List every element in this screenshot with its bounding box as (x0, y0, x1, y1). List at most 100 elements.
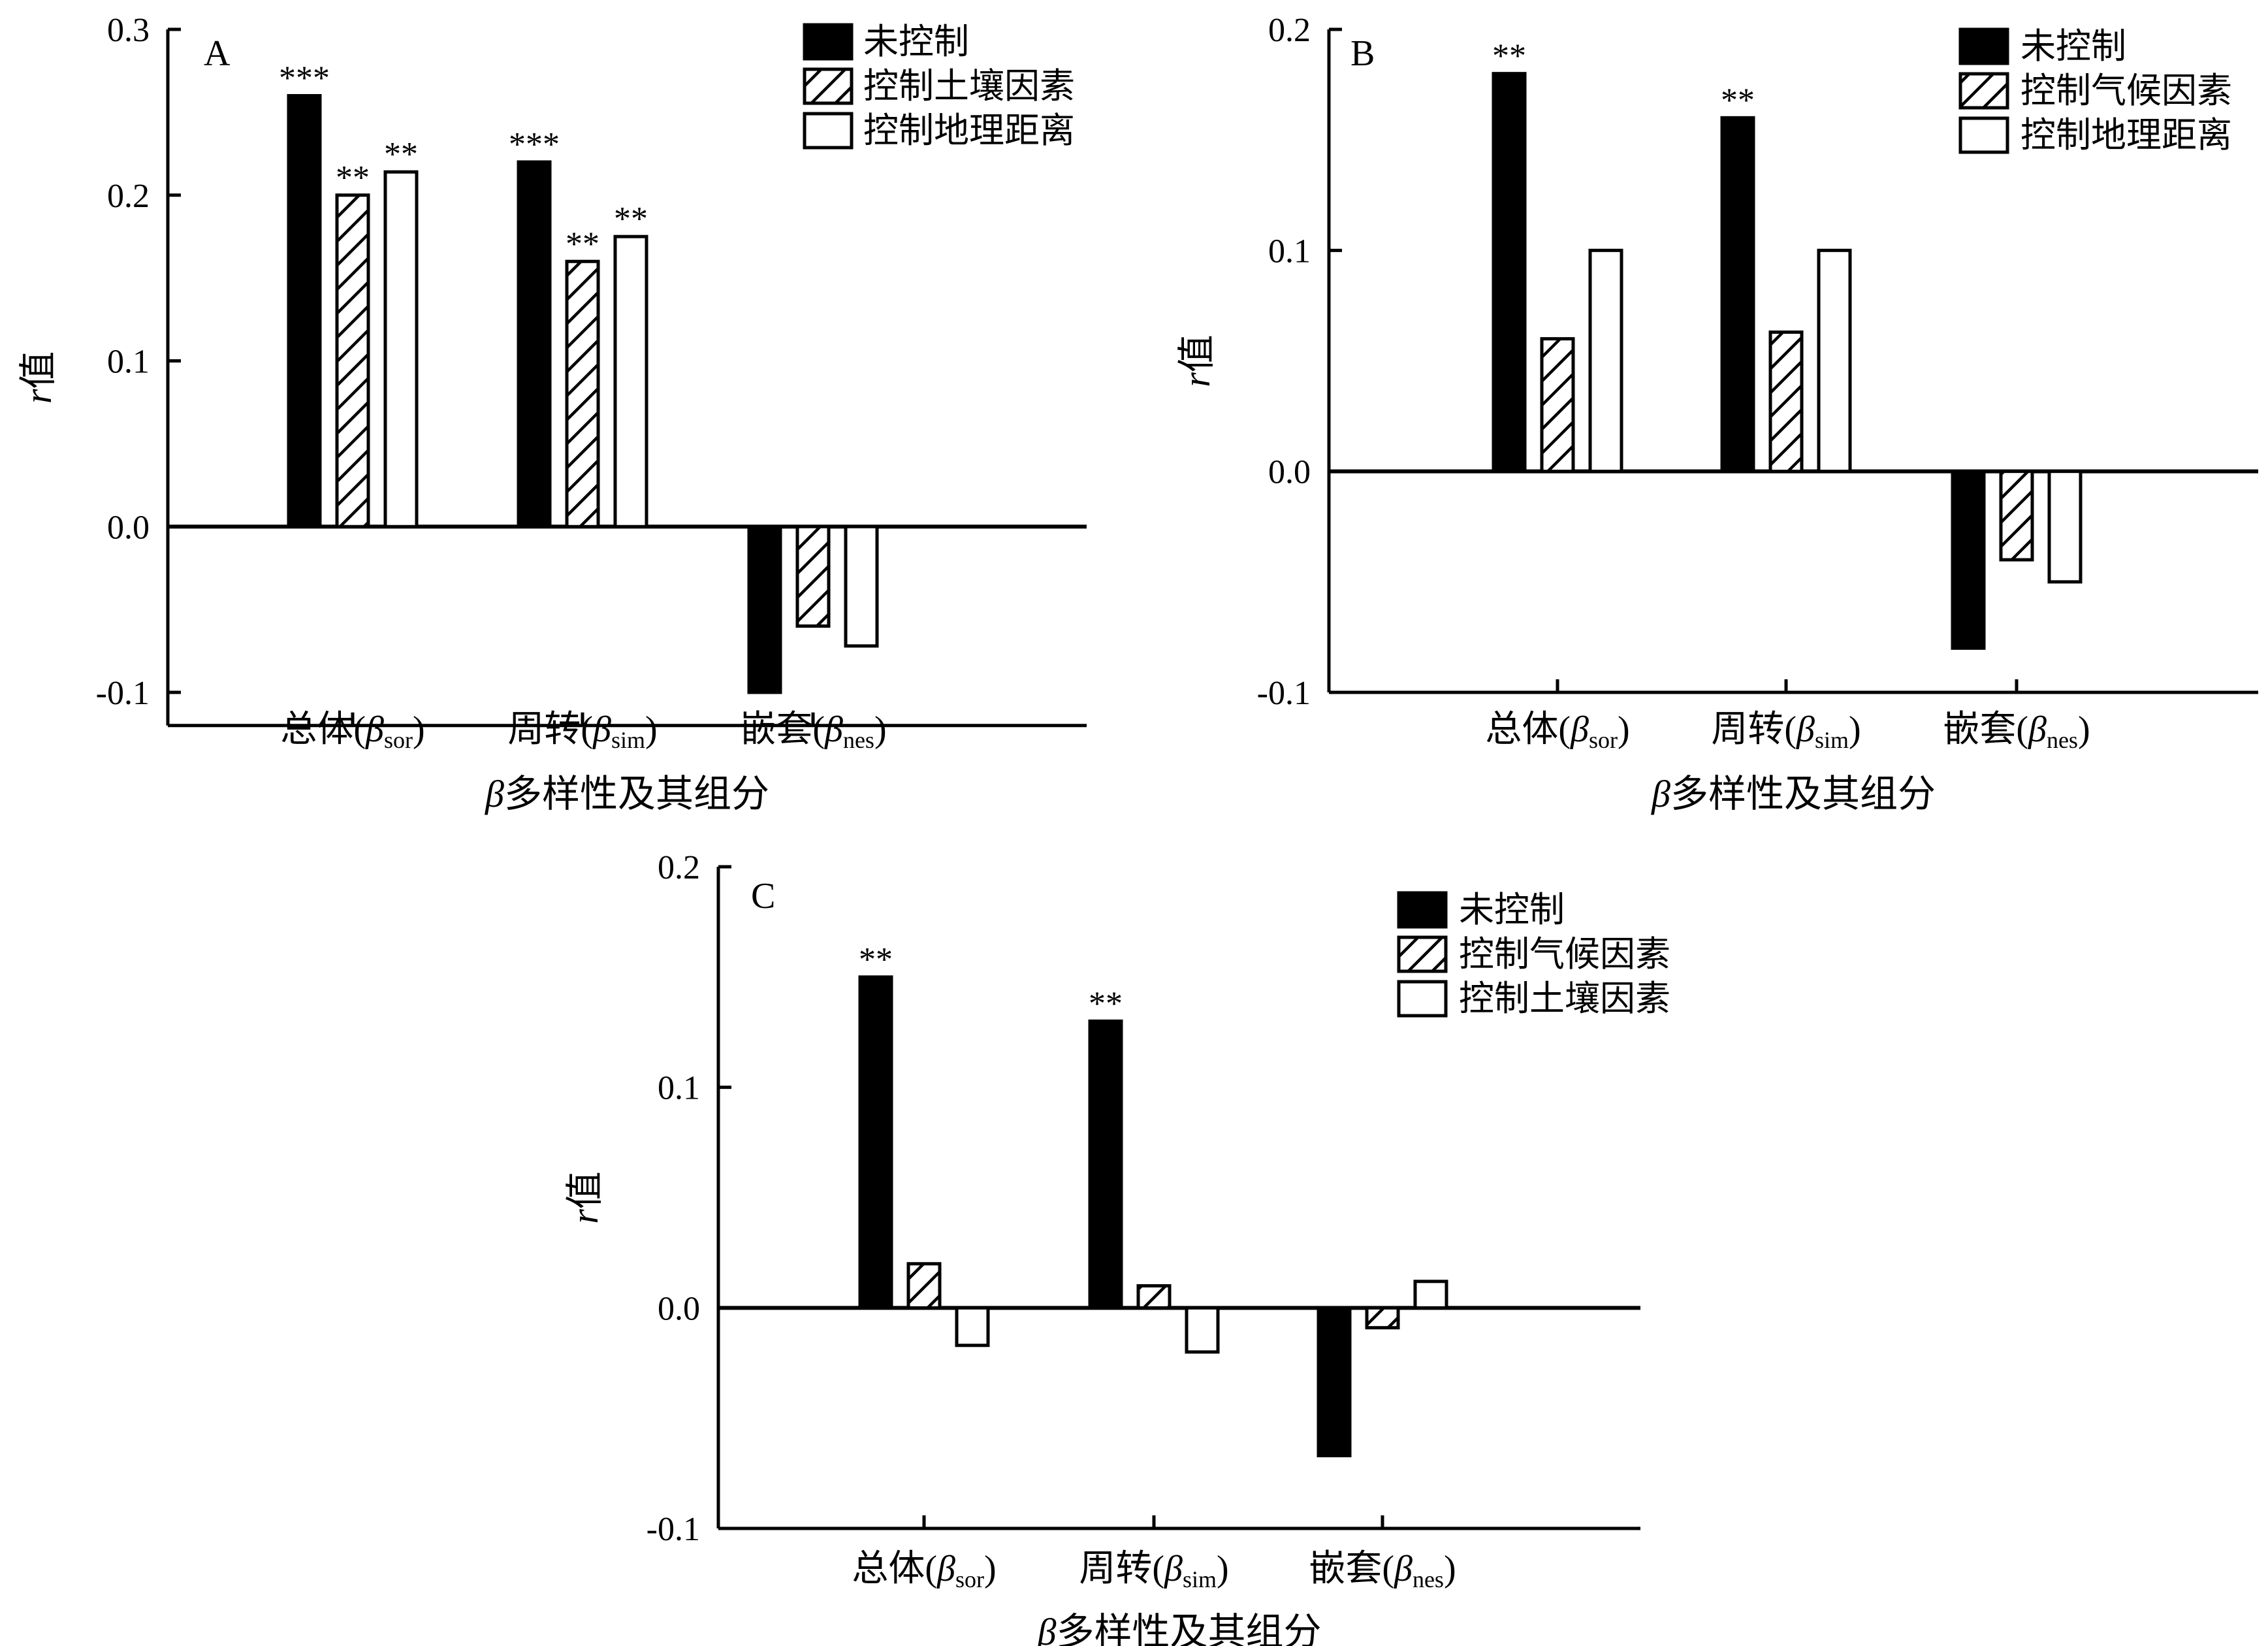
bar (1999, 470, 2034, 562)
bar (1365, 1306, 1400, 1330)
chart-panel-c: 0.20.10.0-0.1C****总体(βsor) 周转(βsim) 嵌套(βne… (564, 849, 1670, 1646)
category-close: ) (2078, 709, 2090, 750)
y-tick-label: 0.1 (1268, 233, 1311, 270)
y-label-text: 值 (564, 1171, 606, 1209)
y-tick-label: 0.3 (107, 12, 150, 49)
chart-panel-b: 0.20.10.0-0.1B ****总体(βsor) 周转(βsim) 嵌套(βne… (1175, 12, 2258, 815)
bar (565, 259, 600, 528)
y-tick-label: 0.2 (658, 849, 700, 886)
panel-letter: A (204, 33, 231, 74)
legend-label: 未控制 (863, 22, 969, 61)
significance-label: ** (384, 136, 418, 173)
category-name: 周转( (1079, 1549, 1164, 1589)
bar (747, 524, 782, 694)
bar (1317, 1306, 1352, 1458)
legend-swatch (1958, 27, 2009, 65)
category-subscript: nes (1413, 1566, 1444, 1592)
bar (955, 1306, 990, 1347)
legend-label: 控制气候因素 (1459, 935, 1670, 974)
panel-letter: B (1350, 33, 1375, 74)
beta-symbol: β (936, 1549, 955, 1589)
x-axis-label: β多样性及其组分 (1037, 1611, 1322, 1646)
significance-label: ** (1721, 82, 1755, 119)
x-axis-label: β多样性及其组分 (485, 773, 769, 815)
category-name: 总体( (852, 1549, 937, 1589)
y-tick-label: -0.1 (96, 675, 150, 712)
legend-label: 控制土壤因素 (1459, 979, 1670, 1018)
x-label-text: 多样性及其组分 (1056, 1611, 1321, 1646)
legend-swatch (1397, 980, 1448, 1018)
beta-symbol: β (1796, 709, 1815, 750)
category-name: 周转( (507, 709, 593, 750)
bar (858, 975, 893, 1310)
x-tick-label: 周转(βsim) (507, 709, 657, 753)
x-tick-label: 嵌套(βnes) (1309, 1549, 1456, 1592)
legend-swatch (1958, 72, 2009, 110)
category-subscript: sor (955, 1566, 984, 1592)
significance-label: ** (614, 201, 648, 238)
y-axis-label: r值 (17, 351, 59, 404)
category-subscript: sor (1589, 727, 1618, 753)
chart-panel-a: 0.30.20.10.0-0.1A**************总体(βsor) 周… (17, 12, 1087, 815)
significance-label: ** (859, 941, 893, 978)
bar (1492, 72, 1527, 474)
category-close: ) (874, 709, 887, 750)
bar (2047, 470, 2083, 584)
y-tick-label: 0.0 (658, 1290, 700, 1327)
category-subscript: sim (1183, 1566, 1217, 1592)
category-close: ) (1217, 1549, 1229, 1589)
bar (1720, 116, 1755, 474)
beta-symbol: β (2028, 709, 2047, 750)
bar (1413, 1280, 1448, 1310)
y-tick-label: -0.1 (1257, 675, 1311, 712)
bar (517, 160, 552, 528)
x-label-symbol: β (1651, 773, 1670, 815)
y-tick-label: 0.1 (107, 344, 150, 381)
significance-label: ** (566, 225, 599, 263)
x-tick-label: 嵌套(βnes) (739, 709, 886, 753)
legend-label: 控制气候因素 (2020, 71, 2232, 110)
significance-label: ** (1089, 985, 1123, 1022)
y-label-text: 值 (1175, 334, 1218, 372)
category-subscript: nes (843, 727, 874, 753)
legend-label: 未控制 (2020, 27, 2126, 66)
x-label-text: 多样性及其组分 (1670, 773, 1936, 815)
category-subscript: sim (1815, 727, 1849, 753)
legend-swatch (1397, 935, 1448, 973)
bar (844, 524, 879, 648)
y-tick-label: 0.0 (1268, 454, 1311, 491)
category-close: ) (1618, 709, 1630, 750)
bar (383, 170, 419, 528)
x-label-text: 多样性及其组分 (504, 773, 769, 815)
legend-swatch (1397, 891, 1448, 929)
y-label-italic: r (1175, 372, 1218, 387)
category-close: ) (413, 709, 425, 750)
bar (1768, 331, 1804, 474)
significance-label: *** (279, 60, 330, 97)
bar (1185, 1306, 1220, 1354)
x-tick-label: 总体(βsor) (1485, 709, 1629, 753)
y-label-italic: r (564, 1209, 606, 1224)
significance-label: *** (509, 126, 560, 163)
bar (1540, 337, 1575, 474)
x-tick-label: 周转(βsim) (1711, 709, 1861, 753)
legend-label: 未控制 (1459, 890, 1565, 929)
x-tick-label: 周转(βsim) (1079, 1549, 1228, 1592)
beta-symbol: β (1164, 1549, 1183, 1589)
y-tick-label: 0.0 (107, 509, 150, 546)
y-axis-label: r值 (1175, 334, 1218, 387)
panel-letter: C (751, 876, 775, 916)
bar (906, 1262, 942, 1310)
y-axis-label: r值 (564, 1171, 606, 1224)
x-tick-label: 嵌套(βnes) (1943, 709, 2090, 753)
bar (1817, 248, 1852, 474)
beta-symbol: β (1394, 1549, 1413, 1589)
y-tick-label: 0.2 (1268, 12, 1311, 49)
beta-symbol: β (592, 709, 611, 750)
x-axis-label: β多样性及其组分 (1651, 773, 1936, 815)
category-name: 周转( (1711, 709, 1797, 750)
x-tick-label: 总体(βsor) (852, 1549, 996, 1592)
